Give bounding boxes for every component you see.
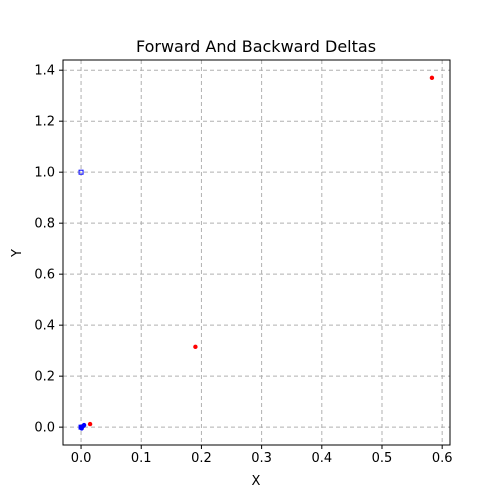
y-tick-label: 1.2: [34, 115, 55, 130]
y-tick-label: 0.2: [34, 370, 55, 385]
data-point: [193, 344, 198, 350]
data-point: [78, 424, 84, 430]
x-tick-label: 0.0: [71, 451, 92, 466]
x-tick-label: 0.3: [251, 451, 272, 466]
x-tick-label: 0.6: [432, 451, 453, 466]
data-point: [78, 169, 84, 175]
y-tick-label: 1.0: [34, 166, 55, 181]
gridlines: [63, 60, 450, 445]
y-tick-label: 0.8: [34, 217, 55, 232]
x-tick-label: 0.4: [311, 451, 332, 466]
y-tick-label: 0.0: [34, 421, 55, 436]
x-tick-label: 0.1: [131, 451, 152, 466]
chart-title: Forward And Backward Deltas: [136, 37, 376, 56]
x-tick-label: 0.2: [191, 451, 212, 466]
plot-area-frame: [62, 59, 451, 446]
data-point: [87, 421, 93, 427]
y-tick-label: 0.6: [34, 268, 55, 283]
y-tick-label: 0.4: [34, 319, 55, 334]
y-axis-label: Y: [10, 249, 25, 258]
axis-ticks: 0.0 0.1 0.2 0.3 0.4 0.5 0.6 0.0 0.2 0.4 0.6 0.8 1.0 1…: [34, 64, 452, 466]
data-point: [429, 75, 435, 81]
y-tick-label: 1.4: [34, 64, 55, 79]
x-tick-label: 0.5: [372, 451, 393, 466]
data-points: [78, 75, 435, 431]
x-axis-label: X: [252, 474, 261, 489]
